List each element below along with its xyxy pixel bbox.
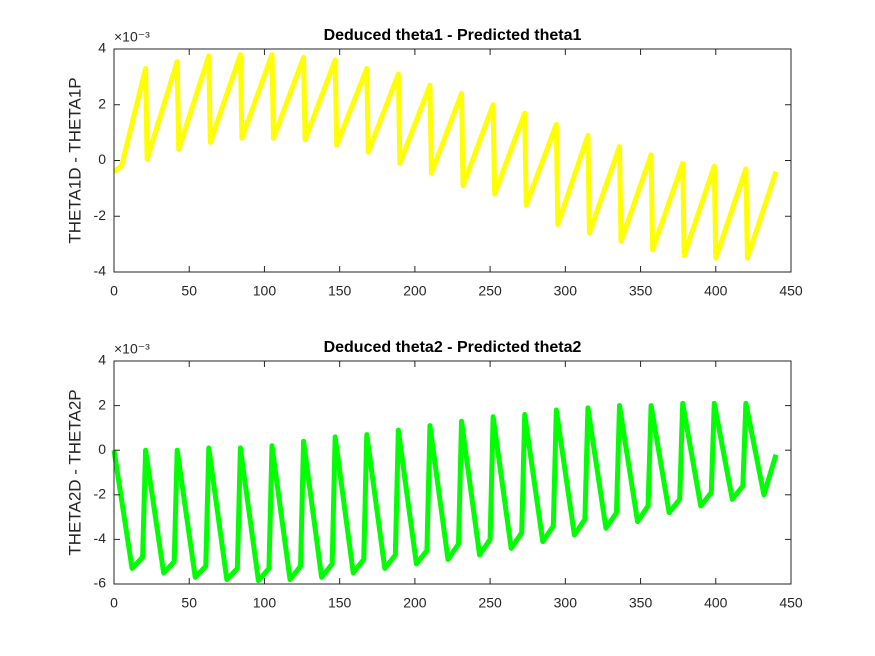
axes: 0 50 100 150 200 250 300 350 400 450 -6 -4 -2 0 2 4 Dedu… bbox=[65, 339, 802, 610]
x-tick-label: 350 bbox=[629, 595, 653, 611]
x-tick-label: 50 bbox=[181, 283, 197, 299]
y-tick-label: 0 bbox=[98, 151, 106, 167]
y-tick-label: -2 bbox=[94, 486, 107, 502]
x-tick-label: 400 bbox=[704, 283, 728, 299]
x-tick-label: 0 bbox=[110, 283, 118, 299]
y-exponent: ×10⁻³ bbox=[114, 341, 150, 357]
data-line bbox=[111, 400, 779, 584]
chart-title: Deduced theta2 - Predicted theta2 bbox=[324, 339, 582, 356]
x-tick-label: 50 bbox=[181, 595, 197, 611]
axes: 0 50 100 150 200 250 300 350 400 450 -4 -2 0 2 4 Deduce… bbox=[65, 27, 802, 298]
x-tick-label: 200 bbox=[403, 283, 427, 299]
x-tick-label: 250 bbox=[478, 595, 502, 611]
y-tick-label: 2 bbox=[98, 95, 106, 111]
x-tick-label: 100 bbox=[253, 283, 277, 299]
x-tick-label: 250 bbox=[478, 283, 502, 299]
y-exponent: ×10⁻³ bbox=[114, 29, 150, 45]
axes-box bbox=[113, 360, 792, 585]
x-tick-label: 300 bbox=[554, 595, 578, 611]
x-tick-label: 450 bbox=[779, 595, 803, 611]
x-tick-label: 100 bbox=[253, 595, 277, 611]
y-tick-label: -2 bbox=[94, 207, 107, 223]
x-tick-label: 300 bbox=[554, 283, 578, 299]
y-tick-label: -4 bbox=[94, 263, 107, 279]
x-tick-label: 400 bbox=[704, 595, 728, 611]
x-tick-label: 450 bbox=[779, 283, 803, 299]
x-tick-label: 150 bbox=[328, 595, 352, 611]
y-tick-label: 0 bbox=[98, 441, 106, 457]
x-tick-label: 350 bbox=[629, 283, 653, 299]
y-axis-label: THETA1D - THETA1P bbox=[65, 77, 84, 243]
x-tick-label: 200 bbox=[403, 595, 427, 611]
plot-area bbox=[114, 49, 791, 272]
chart-title: Deduced theta1 - Predicted theta1 bbox=[324, 27, 582, 44]
y-tick-label: 4 bbox=[98, 352, 106, 368]
y-tick-label: 2 bbox=[98, 396, 106, 412]
y-tick-label: 4 bbox=[98, 40, 106, 56]
y-axis-label: THETA2D - THETA2P bbox=[65, 389, 84, 555]
y-tick-label: -6 bbox=[94, 575, 107, 591]
y-tick-label: -4 bbox=[94, 530, 107, 546]
x-tick-label: 0 bbox=[110, 595, 118, 611]
data-line bbox=[112, 52, 779, 261]
x-tick-label: 150 bbox=[328, 283, 352, 299]
